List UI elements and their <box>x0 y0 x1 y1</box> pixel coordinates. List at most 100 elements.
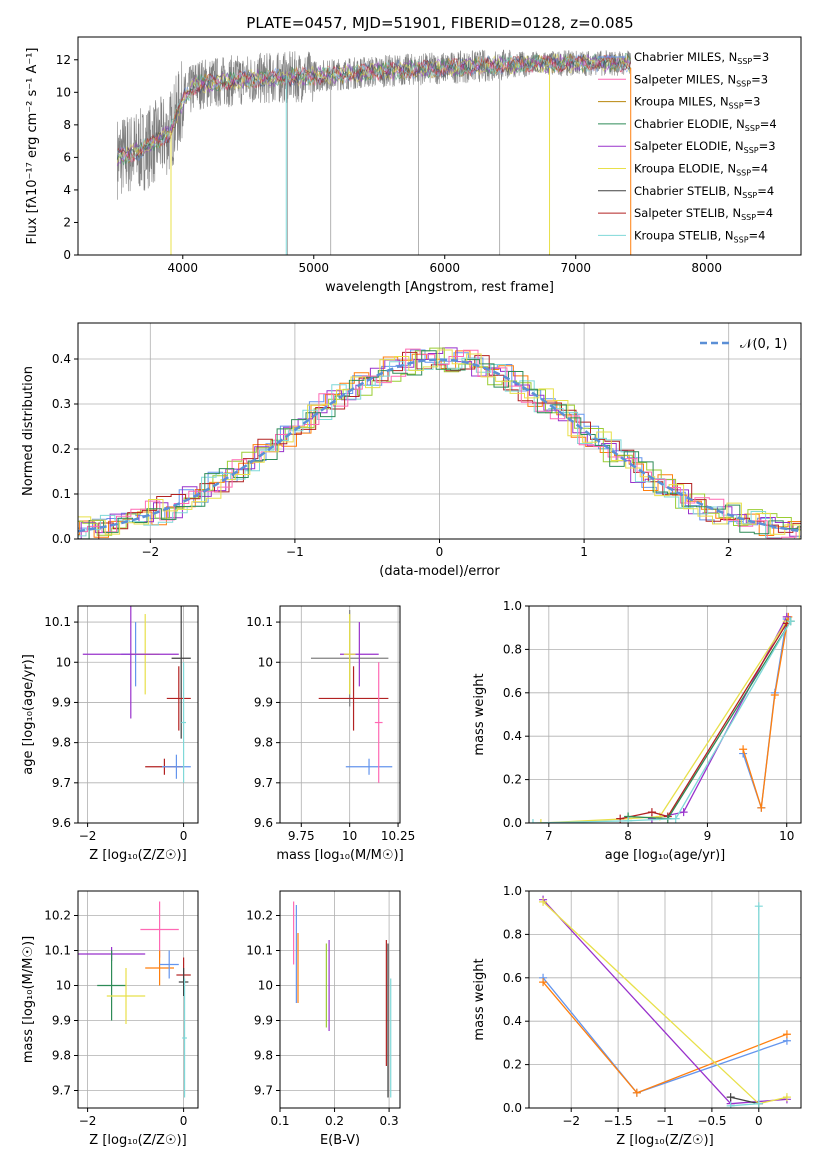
y-tick-label: 10 <box>258 655 273 669</box>
x-tick-label: −2 <box>79 1114 97 1128</box>
y-tick-label: 10 <box>56 655 71 669</box>
weight-point-marker <box>624 816 633 823</box>
y-axis-label: age [log₁₀(age/yr)] <box>21 654 36 775</box>
y-tick-label: 0.0 <box>503 816 522 830</box>
y-tick-label: 9.7 <box>254 1084 273 1098</box>
x-tick-label: −2 <box>141 545 159 559</box>
legend-entry: Chabrier MILES, NSSP=3 <box>634 50 769 66</box>
legend-value: =3 <box>751 72 768 86</box>
x-axis-label: (data-model)/error <box>379 564 500 579</box>
legend-subscript: SSP <box>744 146 759 155</box>
y-tick-label: 0.6 <box>503 971 522 985</box>
axes-frame <box>279 605 401 824</box>
legend-entry: 𝒩(0, 1) <box>740 337 787 352</box>
axes-frame <box>77 36 802 256</box>
y-tick-label: 0.0 <box>52 532 71 546</box>
x-tick-label: −1 <box>286 545 304 559</box>
y-axis-label: mass weight <box>472 673 487 755</box>
legend-entry: Chabrier STELIB, NSSP=4 <box>634 184 774 200</box>
y-tick-label: 9.9 <box>52 1014 71 1028</box>
spectrum-lines <box>116 49 632 255</box>
x-tick-label: 0 <box>180 1114 188 1128</box>
weight-lines <box>529 612 795 823</box>
x-tick-label: 9.75 <box>288 829 315 843</box>
axes-frame <box>77 605 199 824</box>
x-tick-label: −1 <box>656 1114 674 1128</box>
x-tick-label: 4000 <box>168 261 199 275</box>
x-tick-label: 6000 <box>429 261 460 275</box>
errorbar-points <box>78 901 191 1098</box>
y-tick-label: 10.2 <box>246 909 273 923</box>
x-tick-label: 0 <box>180 829 188 843</box>
y-tick-label: 0.2 <box>52 442 71 456</box>
legend-value: =3 <box>752 50 769 64</box>
x-tick-label: 9 <box>704 829 712 843</box>
y-tick-label: 0.2 <box>503 1058 522 1072</box>
weight-point-marker <box>782 1093 791 1102</box>
y-tick-label: 2 <box>63 215 71 229</box>
weight-point-marker <box>632 1088 641 1097</box>
weight-series-line <box>540 620 788 823</box>
y-tick-label: 8 <box>63 118 71 132</box>
errorbar-points <box>82 606 191 783</box>
weight-point-marker <box>536 819 545 823</box>
x-tick-label: 7 <box>545 829 553 843</box>
histogram-step <box>78 347 801 539</box>
y-tick-label: 0 <box>63 248 71 262</box>
weight-point-marker <box>757 803 766 812</box>
errorbar-points <box>293 901 392 1098</box>
x-axis-label: age [log₁₀(age/yr)] <box>605 848 726 863</box>
x-axis-label: Z [log₁₀(Z/Z☉)] <box>89 848 186 863</box>
legend-value: =3 <box>744 95 761 109</box>
x-tick-label: 8 <box>624 829 632 843</box>
y-tick-label: 10.1 <box>44 944 71 958</box>
residual-histograms <box>78 347 801 539</box>
weight-point-marker <box>782 1030 791 1039</box>
y-tick-label: 10.2 <box>44 909 71 923</box>
y-tick-label: 0.4 <box>52 352 71 366</box>
legend-subscript: SSP <box>736 79 751 88</box>
y-tick-label: 0.3 <box>52 397 71 411</box>
y-axis-label: Normed distribution <box>21 366 36 496</box>
legend-entry: Salpeter ELODIE, NSSP=3 <box>634 139 776 155</box>
model-spectrum-line <box>116 53 632 161</box>
x-tick-label: −1.5 <box>604 1114 633 1128</box>
weight-series-line <box>620 623 788 820</box>
x-tick-label: 5000 <box>298 261 329 275</box>
weight-series-line <box>532 620 792 823</box>
x-tick-label: 0.2 <box>325 1114 344 1128</box>
weight-point-marker <box>671 814 680 823</box>
y-tick-label: 9.8 <box>254 736 273 750</box>
weight-point-marker <box>539 978 548 987</box>
weight-point-marker <box>679 808 688 817</box>
legend-subscript: SSP <box>742 191 757 200</box>
y-tick-label: 0.8 <box>503 642 522 656</box>
y-tick-label: 9.9 <box>254 1014 273 1028</box>
legend-entry: Kroupa ELODIE, NSSP=4 <box>634 162 768 178</box>
x-tick-label: 1 <box>580 545 588 559</box>
x-axis-label: mass [log₁₀(M/M☉)] <box>276 848 403 863</box>
y-axis-label: Flux [fλ10⁻¹⁷ erg cm⁻² s⁻¹ A⁻¹] <box>25 48 40 245</box>
y-tick-label: 9.7 <box>52 1084 71 1098</box>
weight-point-marker <box>529 819 537 823</box>
x-tick-label: 0 <box>436 545 444 559</box>
y-tick-label: 9.9 <box>254 695 273 709</box>
y-tick-label: 12 <box>56 53 71 67</box>
axes-frame <box>77 890 199 1109</box>
legend-subscript: SSP <box>745 124 760 133</box>
legend-subscript: SSP <box>729 102 744 111</box>
plot-layer: 4000 5000 6000 7000 8000024681012wavelength … <box>21 36 802 1148</box>
x-tick-label: −2 <box>79 829 97 843</box>
y-tick-label: 9.6 <box>52 816 71 830</box>
legend-subscript: SSP <box>734 235 749 244</box>
model-spectrum-line <box>116 54 632 163</box>
y-tick-label: 6 <box>63 150 71 164</box>
figure-title: PLATE=0457, MJD=51901, FIBERID=0128, z=0… <box>246 14 633 32</box>
histogram-step <box>78 349 801 539</box>
weight-point-marker <box>647 808 656 817</box>
axes-frame <box>528 890 802 1109</box>
x-tick-label: 10.25 <box>381 829 415 843</box>
legend-subscript: SSP <box>736 169 751 178</box>
y-tick-label: 1.0 <box>503 884 522 898</box>
